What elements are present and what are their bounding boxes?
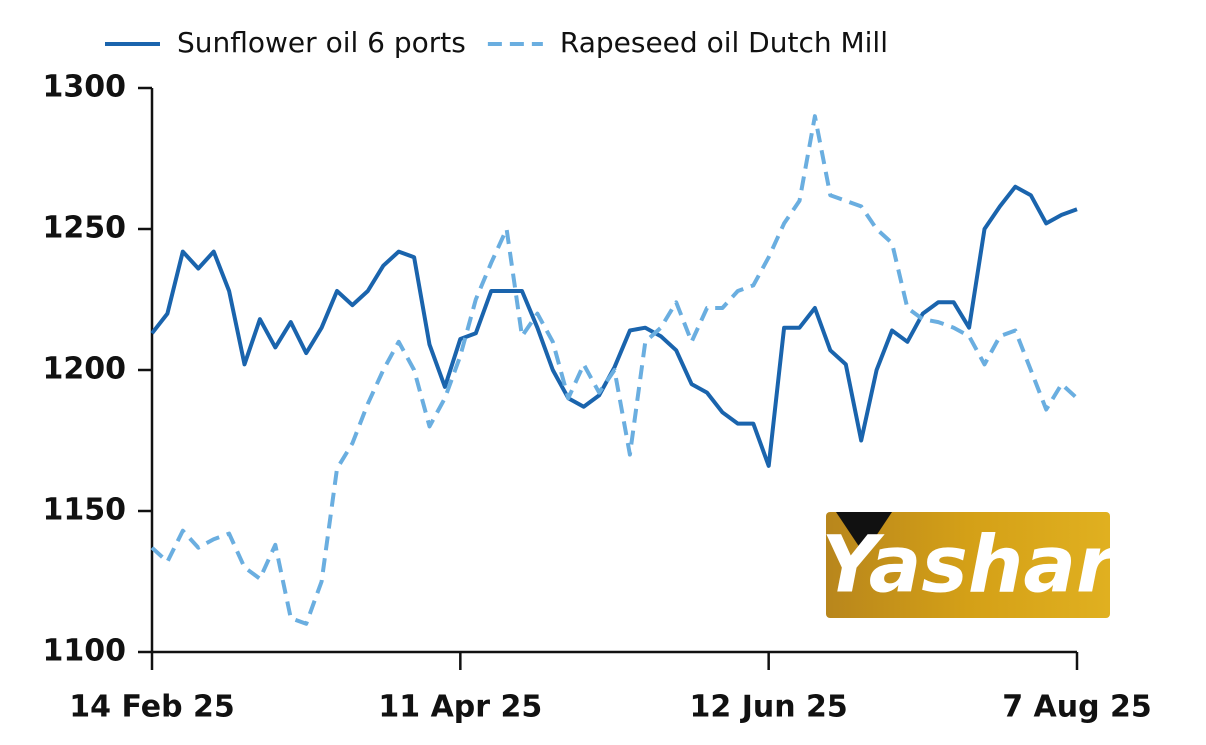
legend-label: Rapeseed oil Dutch Mill bbox=[560, 26, 888, 59]
logo: Yashar bbox=[822, 512, 1119, 618]
y-tick-label: 1250 bbox=[43, 211, 127, 246]
y-tick-label: 1200 bbox=[43, 352, 127, 387]
x-tick-label: 12 Jun 25 bbox=[690, 690, 848, 725]
logo-text: Yashar bbox=[822, 520, 1119, 610]
x-tick-label: 7 Aug 25 bbox=[1002, 690, 1152, 725]
series-line bbox=[150, 114, 1079, 626]
legend-label: Sunflower oil 6 ports bbox=[177, 26, 466, 59]
y-tick-label: 1100 bbox=[43, 634, 127, 669]
logo-badge bbox=[826, 512, 1110, 618]
legend-item: Rapeseed oil Dutch Mill bbox=[487, 26, 888, 59]
series-line bbox=[150, 184, 1078, 468]
y-tick-label: 1300 bbox=[43, 70, 127, 105]
legend-item: Sunflower oil 6 ports bbox=[105, 26, 466, 59]
y-tick-label: 1150 bbox=[43, 493, 127, 528]
x-tick-label: 14 Feb 25 bbox=[69, 690, 234, 725]
x-tick-label: 11 Apr 25 bbox=[378, 690, 542, 725]
logo-triangle bbox=[836, 512, 892, 554]
